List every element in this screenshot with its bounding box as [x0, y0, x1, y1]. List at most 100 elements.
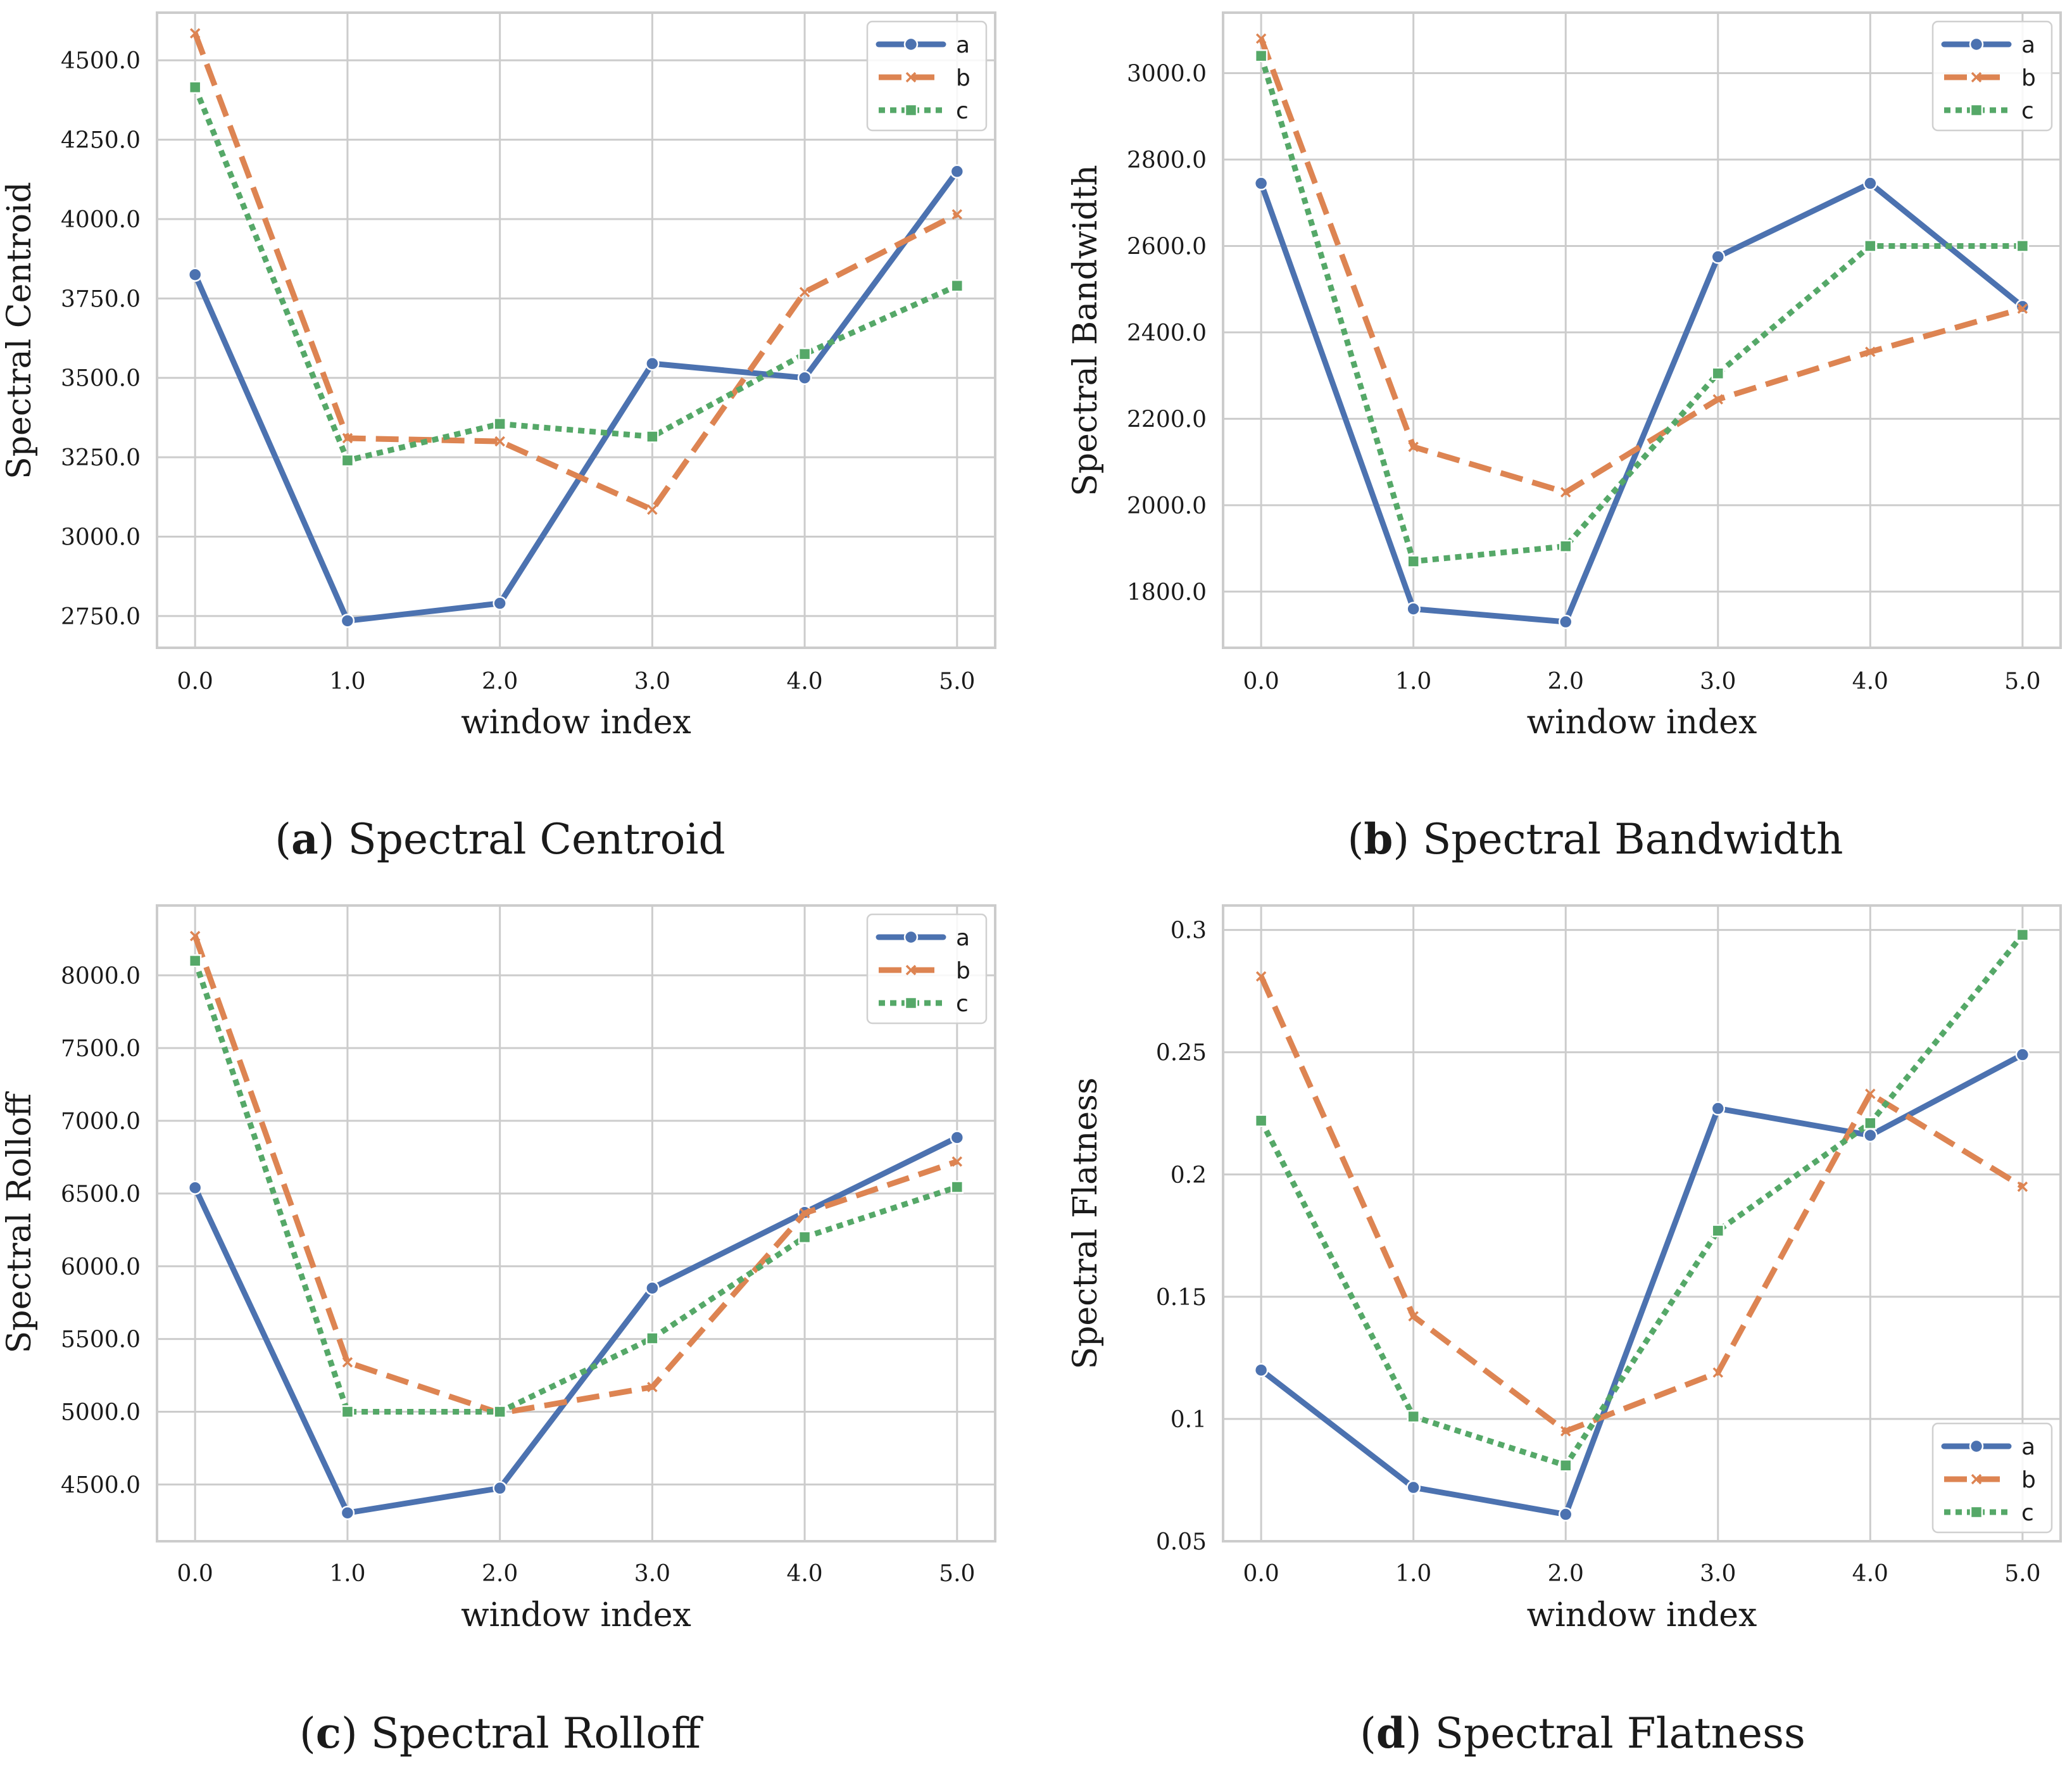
data-point-a: [187, 267, 203, 282]
legend-marker-c: [1969, 1505, 1983, 1519]
legend-label-a: a: [2021, 1434, 2035, 1460]
legend: abc: [866, 20, 988, 132]
y-tick-label: 3000.0: [61, 524, 141, 550]
y-tick-label: 6500.0: [61, 1182, 141, 1208]
subfigure-caption: (c) Spectral Rolloff: [299, 1708, 703, 1758]
chart-panel-b: 0.0 1.0 2.0 3.0 4.0 5.0 1800.0 2000.0 2200.0 2400…: [1067, 11, 2062, 864]
data-point-c: [798, 1230, 812, 1244]
data-point-c: [2016, 928, 2030, 942]
data-point-a: [340, 1505, 355, 1520]
x-tick-label: 3.0: [1700, 669, 1736, 695]
y-axis-label: Spectral Bandwidth: [1067, 165, 1105, 496]
x-axis-label: window index: [1527, 1596, 1757, 1634]
data-point-c: [1559, 1459, 1573, 1472]
y-tick-label: 4000.0: [61, 207, 141, 233]
data-point-b: [189, 28, 201, 39]
y-tick-label: 6000.0: [61, 1254, 141, 1280]
data-point-a: [1253, 1363, 1269, 1377]
x-axis-label: window index: [461, 1596, 691, 1634]
data-point-a: [645, 1280, 660, 1296]
legend-marker-b: [1971, 72, 1982, 83]
data-point-b: [189, 931, 201, 942]
y-tick-label: 4500.0: [61, 1472, 141, 1498]
data-point-b: [1408, 1311, 1419, 1322]
data-point-c: [798, 347, 812, 361]
x-tick-label: 4.0: [1852, 1561, 1888, 1587]
x-tick-label: 2.0: [1548, 1561, 1584, 1587]
data-point-a: [1406, 1480, 1421, 1495]
chart-panel-a: 0.0 1.0 2.0 3.0 4.0 5.0 2750.0 3000.0 3250.0 3500…: [1, 11, 996, 864]
chart-panel-d: 0.0 1.0 2.0 3.0 4.0 5.0 0.05 0.1 0.15 0.2 0.25 0.3 w…: [1067, 904, 2062, 1758]
series-line-b: [192, 935, 958, 1417]
data-point-c: [341, 1405, 355, 1418]
x-tick-label: 1.0: [329, 1561, 365, 1587]
data-point-c: [950, 1180, 964, 1194]
y-tick-label: 0.15: [1156, 1285, 1207, 1311]
y-tick-label: 3750.0: [61, 286, 141, 312]
series-b: [189, 931, 963, 1419]
x-tick-label: 1.0: [1395, 1561, 1431, 1587]
data-point-a: [1253, 176, 1269, 191]
data-point-c: [646, 1332, 659, 1345]
legend-marker-a: [1969, 1439, 1984, 1454]
y-tick-label: 5500.0: [61, 1327, 141, 1353]
data-point-c: [493, 1405, 506, 1418]
data-point-c: [1711, 1224, 1725, 1237]
data-point-c: [188, 80, 202, 94]
plot-frame: [156, 904, 996, 1543]
y-tick-label: 0.1: [1171, 1407, 1207, 1433]
legend-label-c: c: [956, 98, 969, 124]
data-point-c: [1407, 555, 1420, 568]
x-tick-label: 1.0: [329, 669, 365, 695]
data-point-c: [341, 453, 355, 467]
series-c: [1254, 928, 2030, 1472]
series-line-b: [1258, 37, 2024, 495]
series-c: [188, 80, 964, 467]
y-tick-label: 0.2: [1171, 1163, 1207, 1189]
x-tick-label: 0.0: [1243, 669, 1279, 695]
chart-panel-c: 0.0 1.0 2.0 3.0 4.0 5.0 4500.0 5000.0 5500.0 6000…: [1, 904, 996, 1758]
data-point-a: [493, 1480, 507, 1496]
legend-marker-a: [903, 37, 919, 52]
data-point-a: [797, 370, 812, 385]
y-tick-label: 2000.0: [1127, 493, 1207, 519]
legend-label-a: a: [956, 925, 970, 951]
series-line-a: [192, 168, 960, 624]
x-tick-label: 4.0: [786, 1561, 822, 1587]
y-tick-label: 4500.0: [61, 48, 141, 74]
legend-marker-b: [905, 964, 917, 976]
data-point-b: [1560, 1425, 1571, 1437]
series-line-c: [1259, 933, 2025, 1468]
series-a: [187, 1130, 965, 1520]
x-tick-label: 5.0: [939, 1561, 975, 1587]
y-tick-label: 3500.0: [61, 366, 141, 392]
data-point-c: [646, 430, 659, 443]
data-point-a: [1558, 614, 1573, 629]
data-point-a: [1558, 1507, 1573, 1522]
y-tick-label: 2600.0: [1127, 234, 1207, 260]
data-point-c: [1254, 1114, 1268, 1128]
x-tick-label: 0.0: [177, 1561, 213, 1587]
x-tick-label: 0.0: [177, 669, 213, 695]
legend-label-a: a: [956, 32, 970, 58]
series-b: [1255, 971, 2028, 1437]
legend: abc: [1931, 20, 2053, 132]
y-tick-label: 3000.0: [1127, 61, 1207, 87]
data-point-b: [1712, 1367, 1724, 1378]
series-line-a: [1258, 180, 2026, 625]
data-point-c: [1407, 1410, 1420, 1423]
series-line-a: [192, 1134, 960, 1516]
y-tick-label: 2750.0: [61, 604, 141, 630]
series-b: [1255, 33, 2028, 498]
data-point-c: [2016, 239, 2030, 253]
legend-label-b: b: [2021, 1467, 2036, 1493]
data-point-c: [493, 417, 506, 431]
plot-frame: [1222, 11, 2062, 649]
data-point-c: [1711, 367, 1725, 380]
x-tick-label: 5.0: [939, 669, 975, 695]
series-line-c: [192, 86, 958, 464]
data-point-c: [1864, 239, 1877, 253]
data-point-b: [494, 436, 505, 447]
x-tick-label: 2.0: [482, 669, 518, 695]
data-point-a: [1863, 1128, 1878, 1143]
